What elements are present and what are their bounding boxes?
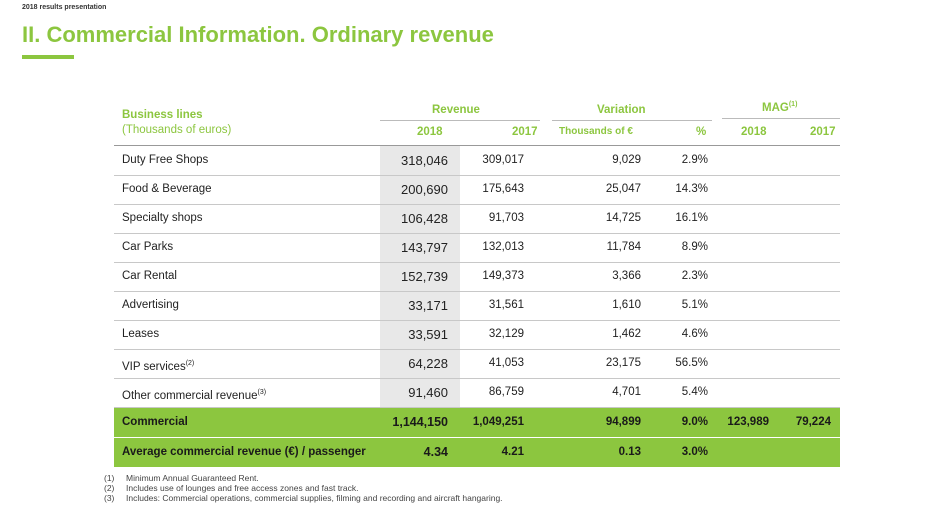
row-label: Leases <box>122 328 160 340</box>
table-header-rule <box>114 145 840 146</box>
row-label: Food & Beverage <box>122 183 212 195</box>
revenue-2018: 33,171 <box>408 298 448 313</box>
col-2018: 2018 <box>417 126 443 138</box>
col-percent: % <box>696 126 707 138</box>
revenue-2018: 152,739 <box>401 269 448 284</box>
variation-value: 14,725 <box>605 212 641 224</box>
revenue-2017: 32,129 <box>488 328 524 340</box>
footnote: (3) Includes: Commercial operations, comm… <box>104 493 503 503</box>
table-row: Car Parks 143,797 132,013 11,784 8.9% <box>114 233 840 263</box>
revenue-2018: 1,144,150 <box>392 415 448 429</box>
revenue-2017: 175,643 <box>482 183 524 195</box>
variation-value: 3,366 <box>612 270 641 282</box>
variation-header-rule <box>552 120 712 121</box>
variation-value: 23,175 <box>605 357 641 369</box>
revenue-2017: 91,703 <box>488 212 524 224</box>
variation-percent: 2.9% <box>681 154 708 166</box>
revenue-2018: 318,046 <box>401 153 448 168</box>
presentation-label: 2018 results presentation <box>22 4 107 11</box>
table-row: Advertising 33,171 31,561 1,610 5.1% <box>114 291 840 321</box>
title-underline <box>22 55 74 59</box>
table-row: Leases 33,591 32,129 1,462 4.6% <box>114 320 840 350</box>
footnote: (2) Includes use of lounges and free acce… <box>104 483 359 493</box>
revenue-2017: 309,017 <box>482 154 524 166</box>
variation-percent: 3.0% <box>681 446 708 458</box>
variation-value: 1,462 <box>612 328 641 340</box>
revenue-2018: 33,591 <box>408 327 448 342</box>
revenue-2018: 143,797 <box>401 240 448 255</box>
revenue-2018: 91,460 <box>408 385 448 400</box>
mag-2017-value: 79,224 <box>795 416 831 428</box>
variation-percent: 16.1% <box>675 212 708 224</box>
page-title: II. Commercial Information. Ordinary rev… <box>22 22 494 47</box>
table-row: Food & Beverage 200,690 175,643 25,047 1… <box>114 175 840 205</box>
revenue-header-rule <box>380 120 540 121</box>
revenue-2017: 41,053 <box>488 357 524 369</box>
variation-value: 0.13 <box>618 446 641 458</box>
variation-percent: 5.1% <box>681 299 708 311</box>
col-mag-2018: 2018 <box>741 126 767 138</box>
col-2017: 2017 <box>512 126 538 138</box>
variation-value: 25,047 <box>605 183 641 195</box>
revenue-header: Revenue <box>432 104 480 116</box>
table-row: Specialty shops 106,428 91,703 14,725 16… <box>114 204 840 234</box>
revenue-2017: 4.21 <box>501 446 524 458</box>
mag-header-rule <box>722 118 840 119</box>
variation-value: 4,701 <box>612 386 641 398</box>
revenue-2017: 31,561 <box>488 299 524 311</box>
business-lines-header: Business lines <box>122 109 203 121</box>
row-label: Advertising <box>122 299 179 311</box>
row-label: VIP services(2) <box>122 360 195 373</box>
table-row: VIP services(2) 64,228 41,053 23,175 56.… <box>114 349 840 379</box>
revenue-2018: 106,428 <box>401 211 448 226</box>
row-label: Specialty shops <box>122 212 203 224</box>
variation-value: 9,029 <box>612 154 641 166</box>
variation-value: 94,899 <box>605 416 641 428</box>
table-row: Car Rental 152,739 149,373 3,366 2.3% <box>114 262 840 292</box>
variation-percent: 56.5% <box>675 357 708 369</box>
variation-value: 11,784 <box>606 241 641 253</box>
footnotes: (1) Minimum Annual Guaranteed Rent. (2) In… <box>104 473 503 503</box>
variation-percent: 2.3% <box>681 270 708 282</box>
table-row: Other commercial revenue(3) 91,460 86,75… <box>114 378 840 408</box>
row-label: Other commercial revenue(3) <box>122 389 267 402</box>
mag-2018-value: 123,989 <box>727 416 769 428</box>
col-thousands-euro: Thousands of € <box>559 126 633 137</box>
variation-percent: 14.3% <box>675 183 708 195</box>
variation-percent: 4.6% <box>681 328 708 340</box>
variation-header: Variation <box>597 104 646 116</box>
row-label: Commercial <box>122 416 188 428</box>
revenue-2018: 4.34 <box>423 445 448 459</box>
col-mag-2017: 2017 <box>810 126 836 138</box>
variation-percent: 9.0% <box>681 416 708 428</box>
revenue-2018-column-shade <box>380 146 460 408</box>
row-label: Car Parks <box>122 241 174 253</box>
mag-header: MAG(1) <box>762 101 798 114</box>
revenue-2017: 1,049,251 <box>472 416 524 428</box>
commercial-total-row: Commercial 1,144,150 1,049,251 94,899 9.… <box>114 408 840 437</box>
table-row: Duty Free Shops 318,046 309,017 9,029 2.… <box>114 146 840 176</box>
variation-percent: 8.9% <box>681 241 708 253</box>
units-header: (Thousands of euros) <box>122 124 232 136</box>
revenue-2017: 149,373 <box>482 270 524 282</box>
row-label: Average commercial revenue (€) / passeng… <box>122 446 366 458</box>
revenue-2017: 86,759 <box>488 386 524 398</box>
revenue-2018: 200,690 <box>401 182 448 197</box>
revenue-2017: 132,013 <box>482 241 524 253</box>
summary-divider <box>114 437 840 438</box>
revenue-2018: 64,228 <box>408 356 448 371</box>
variation-percent: 5.4% <box>681 386 708 398</box>
row-label: Duty Free Shops <box>122 154 209 166</box>
average-revenue-row: Average commercial revenue (€) / passeng… <box>114 438 840 467</box>
variation-value: 1,610 <box>612 299 641 311</box>
footnote: (1) Minimum Annual Guaranteed Rent. <box>104 473 259 483</box>
row-label: Car Rental <box>122 270 177 282</box>
